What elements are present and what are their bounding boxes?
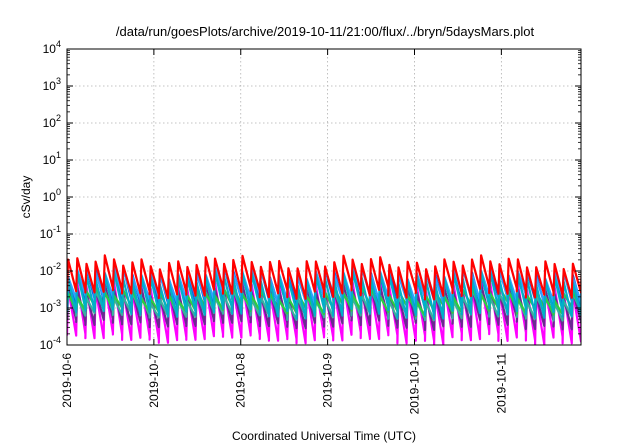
- y-axis-label: cSv/day: [19, 176, 33, 219]
- x-axis-ticks: 2019-10-6 2019-10-7 2019-10-8 2019-10-9 2019…: [60, 49, 508, 414]
- x-tick-label: 2019-10-11: [494, 353, 508, 414]
- series-line: [67, 254, 581, 301]
- x-tick-label: 2019-10-10: [407, 353, 421, 415]
- x-tick-label: 2019-10-8: [234, 353, 248, 408]
- x-axis-label: Coordinated Universal Time (UTC): [232, 429, 416, 443]
- series-group: [67, 254, 581, 345]
- x-tick-label: 2019-10-9: [321, 353, 335, 408]
- chart-title: /data/run/goesPlots/archive/2019-10-11/2…: [116, 24, 535, 39]
- x-tick-label: 2019-10-6: [60, 353, 74, 408]
- x-tick-label: 2019-10-7: [147, 353, 161, 408]
